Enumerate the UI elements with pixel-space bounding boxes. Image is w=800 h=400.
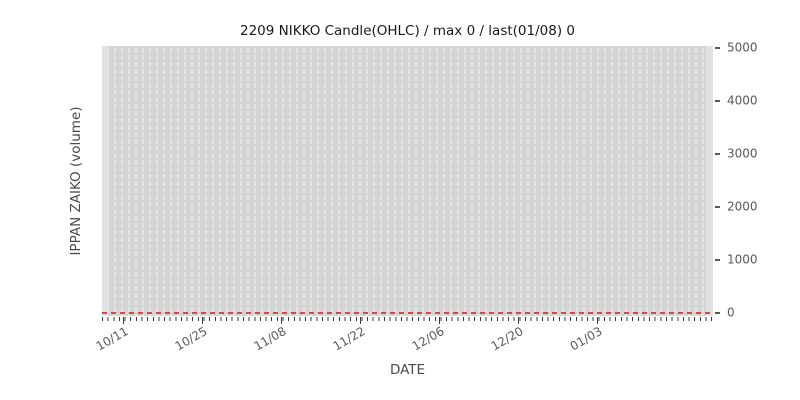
x-tick-label: 11/08 bbox=[252, 324, 289, 354]
x-tick-label: 10/11 bbox=[94, 324, 131, 354]
y-tick-mark bbox=[715, 100, 720, 102]
x-tick-label: 12/20 bbox=[489, 324, 526, 354]
x-tick-mark bbox=[360, 317, 361, 324]
x-tick-label: 12/06 bbox=[410, 324, 447, 354]
y-axis: 0 1000 2000 3000 4000 5000 bbox=[713, 41, 800, 320]
y-tick-label: 2000 bbox=[727, 199, 758, 214]
y-tick-label: 0 bbox=[727, 305, 735, 320]
y-tick-mark bbox=[715, 153, 720, 155]
x-tick-mark bbox=[439, 317, 440, 324]
y-tick-label: 1000 bbox=[727, 252, 758, 267]
zero-volume-line bbox=[102, 312, 713, 314]
y-tick-mark bbox=[715, 47, 720, 49]
chart-title: 2209 NIKKO Candle(OHLC) / max 0 / last(0… bbox=[240, 23, 575, 39]
x-axis-major-ticks bbox=[102, 317, 713, 324]
x-tick-mark bbox=[281, 317, 282, 324]
plot-area bbox=[102, 46, 713, 316]
x-tick-mark bbox=[123, 317, 124, 324]
y-tick-mark bbox=[715, 311, 720, 314]
x-tick-label: 10/25 bbox=[173, 324, 210, 354]
x-tick-label: 01/03 bbox=[568, 324, 605, 354]
y-tick-mark bbox=[715, 205, 720, 208]
x-axis-label: DATE bbox=[389, 362, 426, 378]
y-tick-label: 4000 bbox=[727, 93, 758, 108]
y-tick-mark bbox=[715, 258, 720, 261]
x-tick-label: 11/22 bbox=[331, 324, 368, 354]
x-tick-mark bbox=[202, 317, 203, 324]
x-axis-minor-ticks bbox=[102, 317, 713, 321]
y-tick-label: 5000 bbox=[727, 40, 758, 55]
y-axis-label: IPPAN ZAIKO (volume) bbox=[68, 106, 84, 256]
x-tick-mark bbox=[518, 317, 519, 324]
y-tick-label: 3000 bbox=[727, 146, 758, 161]
x-tick-mark bbox=[597, 317, 598, 324]
plot-gridlines bbox=[109, 46, 706, 316]
